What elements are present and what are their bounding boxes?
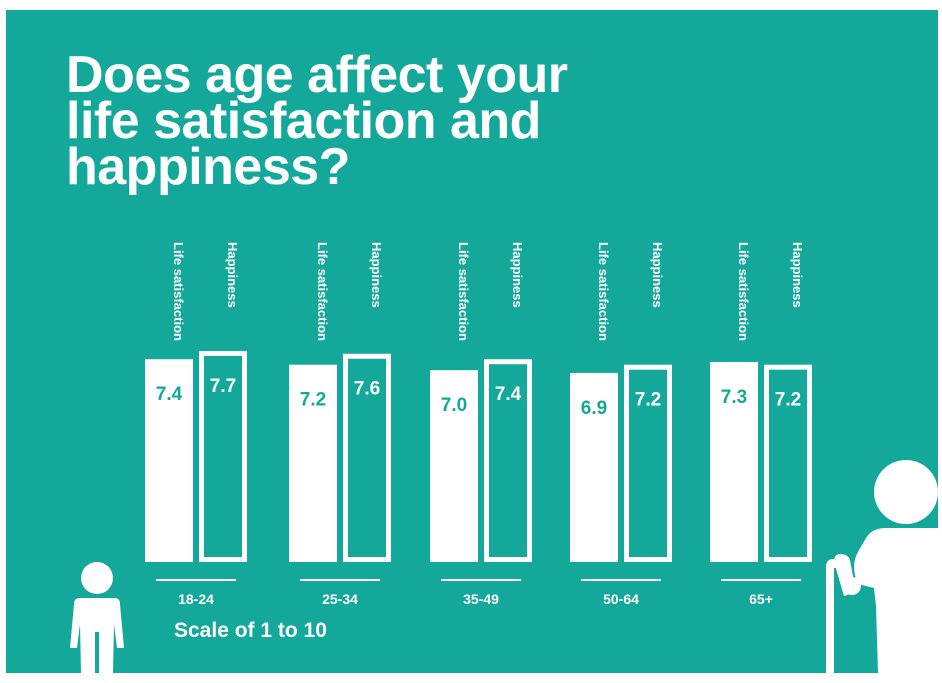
series-label: Happiness bbox=[510, 242, 525, 308]
bar-group: 6.9 Life satisfaction 7.2 Happiness 50-64 bbox=[570, 242, 672, 607]
bar-happiness bbox=[484, 359, 532, 562]
bar-happiness bbox=[199, 351, 247, 562]
value-label: 7.0 bbox=[441, 395, 467, 416]
value-label: 7.7 bbox=[210, 376, 236, 397]
title-line-1: Does age affect your bbox=[66, 46, 568, 104]
bars-layer: 7.4 Life satisfaction 7.7 Happiness 18-24 7.2… bbox=[145, 242, 812, 607]
child-figure-icon bbox=[70, 562, 124, 673]
series-label: Happiness bbox=[790, 242, 805, 308]
teal-panel bbox=[6, 10, 938, 673]
category-label: 18-24 bbox=[178, 591, 214, 607]
series-label: Life satisfaction bbox=[456, 242, 471, 341]
value-label: 7.2 bbox=[775, 390, 801, 411]
category-label: 50-64 bbox=[603, 591, 639, 607]
value-label: 7.4 bbox=[156, 384, 183, 405]
series-label: Happiness bbox=[650, 242, 665, 308]
title-line-2: life satisfaction and bbox=[66, 92, 541, 150]
scale-note: Scale of 1 to 10 bbox=[174, 619, 327, 642]
bar-happiness bbox=[764, 364, 812, 562]
value-label: 7.2 bbox=[635, 390, 661, 411]
series-label: Happiness bbox=[369, 242, 384, 308]
bar-life-satisfaction bbox=[570, 372, 618, 562]
series-label: Happiness bbox=[225, 242, 240, 308]
value-label: 7.4 bbox=[495, 384, 522, 405]
elderly-person-with-cane-icon bbox=[826, 460, 938, 673]
bar-happiness bbox=[343, 353, 391, 562]
bar-life-satisfaction bbox=[710, 361, 758, 562]
bar-group: 7.0 Life satisfaction 7.4 Happiness 35-49 bbox=[430, 242, 532, 607]
value-label: 7.3 bbox=[721, 387, 747, 408]
bar-life-satisfaction bbox=[289, 364, 337, 562]
category-label: 35-49 bbox=[463, 591, 499, 607]
series-label: Life satisfaction bbox=[596, 242, 611, 341]
bar-group: 7.3 Life satisfaction 7.2 Happiness 65+ bbox=[710, 242, 812, 607]
value-label: 6.9 bbox=[581, 398, 607, 419]
chart-title: Does age affect your life satisfaction a… bbox=[66, 46, 568, 196]
bar-life-satisfaction bbox=[145, 359, 193, 562]
bar-group: 7.4 Life satisfaction 7.7 Happiness 18-24 bbox=[145, 242, 247, 607]
bar-life-satisfaction bbox=[430, 370, 478, 562]
bar-group: 7.2 Life satisfaction 7.6 Happiness 25-34 bbox=[289, 242, 391, 607]
category-label: 25-34 bbox=[322, 591, 358, 607]
series-label: Life satisfaction bbox=[736, 242, 751, 341]
value-label: 7.2 bbox=[300, 390, 326, 411]
value-label: 7.6 bbox=[354, 379, 380, 400]
title-line-3: happiness? bbox=[66, 138, 350, 196]
category-label: 65+ bbox=[749, 591, 773, 607]
series-label: Life satisfaction bbox=[315, 242, 330, 341]
series-label: Life satisfaction bbox=[171, 242, 186, 341]
bar-happiness bbox=[624, 364, 672, 562]
